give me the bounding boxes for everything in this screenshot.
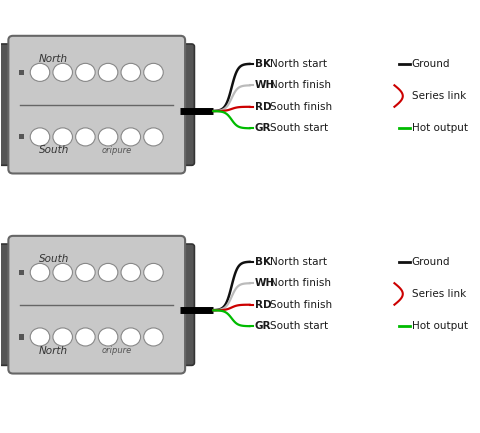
Circle shape <box>121 128 141 146</box>
Circle shape <box>121 263 141 281</box>
Text: North start: North start <box>270 59 327 69</box>
Text: GR: GR <box>255 123 271 133</box>
Circle shape <box>144 128 163 146</box>
Circle shape <box>98 263 118 281</box>
Text: South start: South start <box>270 321 328 331</box>
Text: BK: BK <box>255 257 271 267</box>
Text: RD: RD <box>255 300 272 310</box>
Text: Hot output: Hot output <box>412 123 468 133</box>
Circle shape <box>76 63 95 81</box>
Text: Series link: Series link <box>412 91 466 101</box>
Circle shape <box>30 63 50 81</box>
FancyBboxPatch shape <box>176 44 194 165</box>
Circle shape <box>121 328 141 346</box>
Text: South: South <box>38 145 69 155</box>
Text: Ground: Ground <box>412 257 450 267</box>
Text: Series link: Series link <box>412 289 466 299</box>
Circle shape <box>53 328 72 346</box>
Text: South start: South start <box>270 123 328 133</box>
Circle shape <box>98 128 118 146</box>
Text: oripure: oripure <box>102 146 132 155</box>
Text: Ground: Ground <box>412 59 450 69</box>
Text: WH: WH <box>255 80 275 90</box>
Text: Hot output: Hot output <box>412 321 468 331</box>
Circle shape <box>76 128 95 146</box>
Text: South: South <box>38 254 69 264</box>
Text: BK: BK <box>255 59 271 69</box>
Circle shape <box>30 128 50 146</box>
Circle shape <box>30 328 50 346</box>
Circle shape <box>144 63 163 81</box>
FancyBboxPatch shape <box>176 244 194 365</box>
Text: oripure: oripure <box>102 346 132 355</box>
Text: North finish: North finish <box>270 278 331 288</box>
FancyBboxPatch shape <box>0 244 18 365</box>
FancyBboxPatch shape <box>0 44 18 165</box>
Circle shape <box>144 263 163 281</box>
Circle shape <box>76 328 95 346</box>
Bar <box>19 270 24 275</box>
Bar <box>19 134 24 139</box>
Circle shape <box>98 63 118 81</box>
Circle shape <box>53 128 72 146</box>
Text: RD: RD <box>255 102 272 112</box>
Circle shape <box>53 63 72 81</box>
Circle shape <box>121 63 141 81</box>
Circle shape <box>76 263 95 281</box>
Circle shape <box>144 328 163 346</box>
Bar <box>19 70 24 75</box>
FancyBboxPatch shape <box>8 236 185 374</box>
Text: North finish: North finish <box>270 80 331 90</box>
Circle shape <box>30 263 50 281</box>
Text: GR: GR <box>255 321 271 331</box>
Text: North: North <box>38 346 68 355</box>
Text: South finish: South finish <box>270 300 332 310</box>
Text: North start: North start <box>270 257 327 267</box>
FancyBboxPatch shape <box>8 36 185 174</box>
Text: South finish: South finish <box>270 102 332 112</box>
Circle shape <box>53 263 72 281</box>
Circle shape <box>98 328 118 346</box>
Text: WH: WH <box>255 278 275 288</box>
Text: North: North <box>38 54 68 64</box>
Bar <box>19 334 24 339</box>
